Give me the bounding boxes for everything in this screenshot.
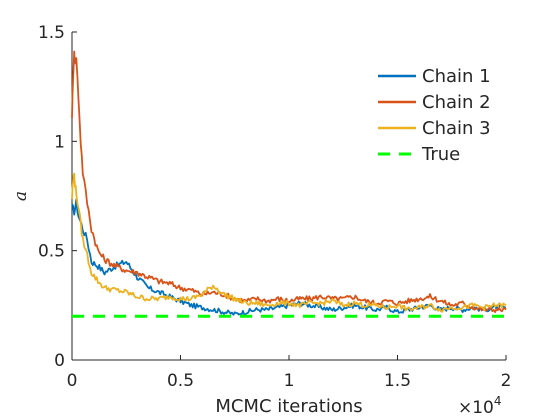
series-line-chain-2 bbox=[71, 50, 507, 313]
x-tick-label: 0.5 bbox=[167, 371, 194, 391]
legend-label-true: True bbox=[421, 144, 460, 165]
series-layer bbox=[71, 50, 507, 318]
y-ticks: 0 0.5 1 1.5 bbox=[38, 23, 77, 371]
x-ticks: 0 0.5 1 1.5 2 bbox=[67, 355, 512, 391]
y-tick-label: 1.5 bbox=[38, 23, 65, 43]
y-tick-label: 0.5 bbox=[38, 242, 65, 262]
legend-label-chain-3: Chain 3 bbox=[422, 118, 491, 139]
legend-label-chain-1: Chain 1 bbox=[422, 66, 491, 87]
x-axis-label: MCMC iterations bbox=[215, 396, 362, 417]
series-line-chain-3 bbox=[71, 172, 507, 313]
x-tick-label: 1.5 bbox=[384, 371, 411, 391]
y-tick-label: 1 bbox=[54, 132, 65, 152]
legend-label-chain-2: Chain 2 bbox=[422, 92, 491, 113]
y-axis-label: a bbox=[11, 191, 31, 201]
x-exponent-base: ×10 bbox=[458, 398, 494, 418]
x-exponent-label: ×104 bbox=[458, 394, 502, 418]
legend: Chain 1 Chain 2 Chain 3 True bbox=[378, 66, 491, 165]
y-tick-label: 0 bbox=[54, 351, 65, 371]
x-exponent-power: 4 bbox=[494, 394, 502, 408]
x-tick-label: 2 bbox=[501, 371, 512, 391]
x-tick-label: 1 bbox=[284, 371, 295, 391]
x-tick-label: 0 bbox=[67, 371, 78, 391]
